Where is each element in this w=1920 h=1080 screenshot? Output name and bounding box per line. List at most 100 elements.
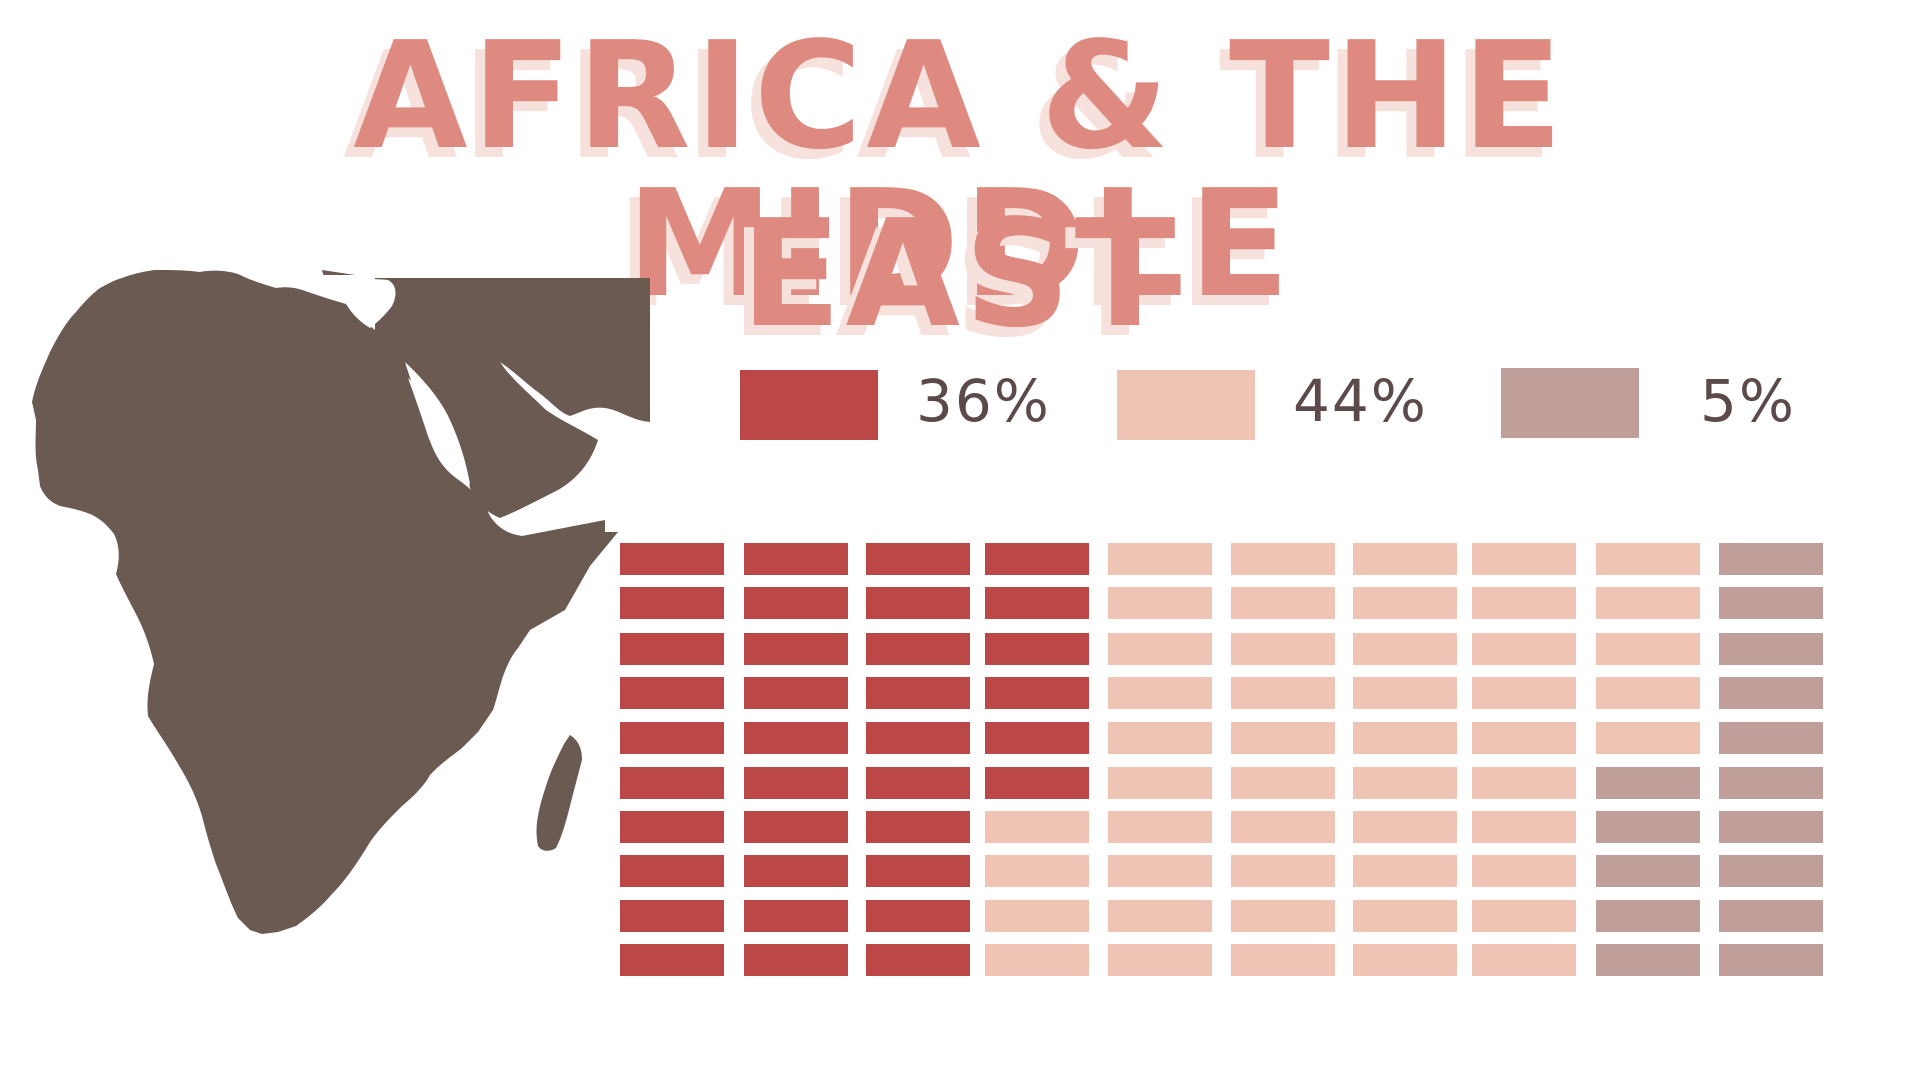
waffle-cell-series-2 (1231, 722, 1335, 754)
waffle-cell-series-3 (1719, 855, 1823, 887)
waffle-cell-series-2 (1353, 767, 1457, 799)
waffle-cell-series-1 (620, 722, 724, 754)
chart-title-text-2: EAST (740, 188, 1180, 360)
waffle-cell-series-2 (1353, 677, 1457, 709)
waffle-cell-series-2 (1108, 944, 1212, 976)
waffle-cell-series-2 (1353, 543, 1457, 575)
waffle-cell-series-3 (1719, 677, 1823, 709)
waffle-cell-series-1 (620, 633, 724, 665)
waffle-cell-series-2 (1472, 633, 1576, 665)
waffle-cell-series-1 (744, 767, 848, 799)
waffle-cell-series-2 (1231, 855, 1335, 887)
waffle-cell-series-2 (985, 811, 1089, 843)
waffle-cell-series-1 (985, 543, 1089, 575)
legend-swatch-2 (1117, 370, 1255, 440)
africa-map-icon (32, 270, 650, 934)
waffle-cell-series-1 (985, 633, 1089, 665)
waffle-cell-series-3 (1719, 722, 1823, 754)
waffle-cell-series-2 (1231, 633, 1335, 665)
chart-title-text: AFRICA & THE MIDDLE (353, 10, 1567, 330)
waffle-cell-series-2 (1353, 722, 1457, 754)
waffle-cell-series-3 (1596, 944, 1700, 976)
waffle-cell-series-2 (1108, 587, 1212, 619)
waffle-cell-series-2 (1231, 677, 1335, 709)
waffle-cell-series-3 (1719, 543, 1823, 575)
waffle-cell-series-3 (1596, 900, 1700, 932)
waffle-cell-series-3 (1719, 587, 1823, 619)
waffle-cell-series-1 (744, 722, 848, 754)
waffle-cell-series-1 (620, 900, 724, 932)
legend-swatch-3 (1501, 368, 1639, 438)
waffle-cell-series-2 (1472, 767, 1576, 799)
chart-title-line-1: AFRICA & THE MIDDLE (0, 22, 1920, 318)
waffle-cell-series-2 (985, 944, 1089, 976)
waffle-cell-series-2 (1231, 900, 1335, 932)
legend-label-2: 44% (1293, 367, 1428, 435)
waffle-cell-series-1 (620, 811, 724, 843)
waffle-cell-series-2 (1231, 543, 1335, 575)
waffle-cell-series-2 (1472, 587, 1576, 619)
waffle-cell-series-1 (866, 855, 970, 887)
waffle-cell-series-2 (1108, 543, 1212, 575)
waffle-cell-series-1 (985, 587, 1089, 619)
waffle-cell-series-2 (1108, 900, 1212, 932)
waffle-cell-series-1 (866, 633, 970, 665)
waffle-cell-series-2 (1353, 900, 1457, 932)
waffle-cell-series-3 (1596, 811, 1700, 843)
chart-title-line-2: EAST (0, 200, 1920, 348)
waffle-cell-series-1 (620, 767, 724, 799)
waffle-cell-series-2 (1472, 811, 1576, 843)
waffle-cell-series-2 (1472, 944, 1576, 976)
waffle-cell-series-3 (1719, 633, 1823, 665)
legend-label-1: 36% (916, 367, 1051, 435)
waffle-cell-series-2 (1108, 811, 1212, 843)
waffle-cell-series-2 (1353, 633, 1457, 665)
waffle-cell-series-2 (1353, 855, 1457, 887)
waffle-cell-series-2 (1108, 677, 1212, 709)
waffle-cell-series-2 (1596, 587, 1700, 619)
waffle-cell-series-2 (1472, 677, 1576, 709)
waffle-cell-series-3 (1596, 855, 1700, 887)
waffle-cell-series-1 (620, 587, 724, 619)
waffle-cell-series-3 (1596, 767, 1700, 799)
waffle-cell-series-3 (1719, 900, 1823, 932)
waffle-cell-series-2 (1596, 633, 1700, 665)
waffle-cell-series-1 (866, 677, 970, 709)
waffle-cell-series-2 (985, 855, 1089, 887)
waffle-cell-series-2 (1108, 767, 1212, 799)
waffle-cell-series-1 (744, 677, 848, 709)
waffle-cell-series-2 (1596, 722, 1700, 754)
waffle-cell-series-2 (1231, 944, 1335, 976)
waffle-cell-series-2 (1472, 900, 1576, 932)
waffle-cell-series-3 (1719, 944, 1823, 976)
waffle-cell-series-2 (1472, 855, 1576, 887)
waffle-cell-series-1 (866, 722, 970, 754)
waffle-cell-series-1 (744, 587, 848, 619)
waffle-cell-series-1 (866, 944, 970, 976)
waffle-cell-series-2 (1472, 543, 1576, 575)
waffle-cell-series-2 (1108, 722, 1212, 754)
waffle-cell-series-3 (1719, 767, 1823, 799)
waffle-cell-series-1 (866, 767, 970, 799)
waffle-cell-series-1 (744, 543, 848, 575)
waffle-cell-series-2 (1108, 855, 1212, 887)
waffle-cell-series-2 (1353, 811, 1457, 843)
waffle-cell-series-2 (1231, 767, 1335, 799)
waffle-cell-series-2 (985, 900, 1089, 932)
waffle-cell-series-1 (620, 543, 724, 575)
waffle-cell-series-2 (1353, 944, 1457, 976)
legend-swatch-1 (740, 370, 878, 440)
waffle-cell-series-1 (985, 677, 1089, 709)
waffle-cell-series-1 (866, 587, 970, 619)
waffle-cell-series-1 (744, 900, 848, 932)
waffle-cell-series-1 (620, 855, 724, 887)
legend-label-3: 5% (1700, 367, 1797, 435)
waffle-cell-series-1 (620, 944, 724, 976)
waffle-cell-series-3 (1719, 811, 1823, 843)
waffle-cell-series-2 (1596, 677, 1700, 709)
waffle-cell-series-2 (1231, 587, 1335, 619)
waffle-cell-series-2 (1108, 633, 1212, 665)
waffle-cell-series-1 (744, 811, 848, 843)
waffle-cell-series-1 (744, 944, 848, 976)
